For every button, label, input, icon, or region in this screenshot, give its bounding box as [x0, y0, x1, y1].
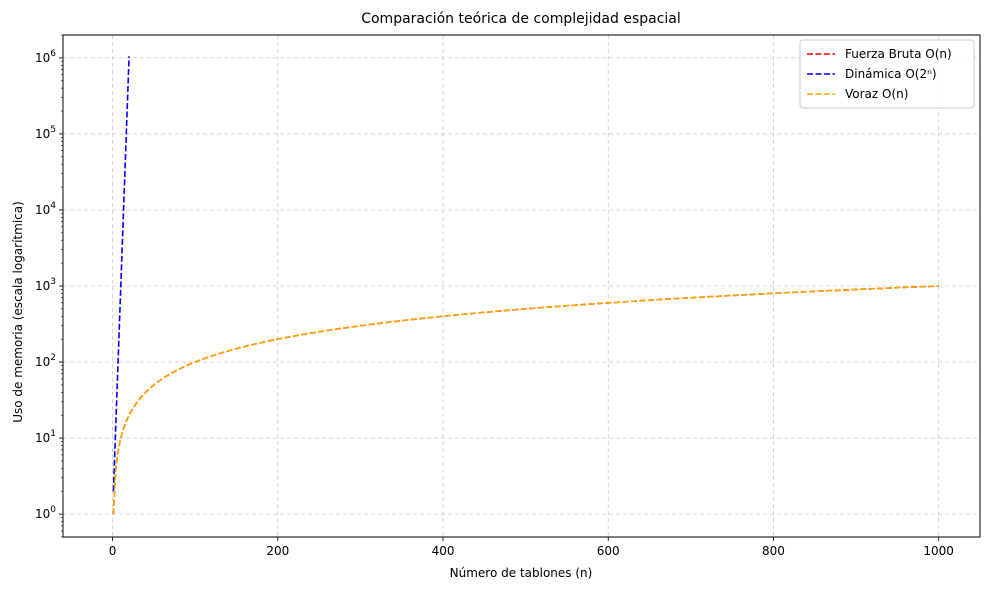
x-tick-label: 0 — [109, 544, 117, 558]
legend: Fuerza Bruta O(n) Dinámica O(2ⁿ) Voraz O(n… — [799, 39, 975, 109]
x-tick-label: 600 — [597, 544, 620, 558]
x-tick-label: 200 — [266, 544, 289, 558]
legend-label: Dinámica O(2ⁿ) — [845, 67, 937, 81]
y-tick-label: 104 — [35, 201, 56, 217]
grid — [63, 35, 980, 537]
series-lines — [112, 56, 939, 515]
chart-title: Comparación teórica de complejidad espac… — [361, 11, 681, 27]
series-line — [112, 285, 939, 515]
legend-box — [799, 39, 975, 109]
x-axis: 0 200 400 600 800 1000 — [109, 537, 954, 558]
y-tick-label: 105 — [35, 125, 56, 141]
x-axis-label: Número de tablones (n) — [450, 566, 593, 580]
y-tick-label: 101 — [35, 429, 56, 445]
y-axis-label: Uso de memoria (escala logarítmica) — [11, 201, 25, 423]
y-tick-label: 100 — [35, 505, 56, 521]
y-tick-label: 103 — [35, 277, 56, 293]
legend-label: Fuerza Bruta O(n) — [845, 47, 952, 61]
series-line — [112, 56, 130, 492]
y-tick-label: 102 — [35, 353, 56, 369]
y-tick-label: 106 — [35, 49, 56, 65]
y-axis: 100 101 102 103 104 105 106 — [35, 34, 63, 538]
x-tick-label: 800 — [762, 544, 785, 558]
legend-label: Voraz O(n) — [845, 87, 908, 101]
x-tick-label: 1000 — [923, 544, 954, 558]
series-line — [112, 285, 939, 515]
x-tick-label: 400 — [432, 544, 455, 558]
